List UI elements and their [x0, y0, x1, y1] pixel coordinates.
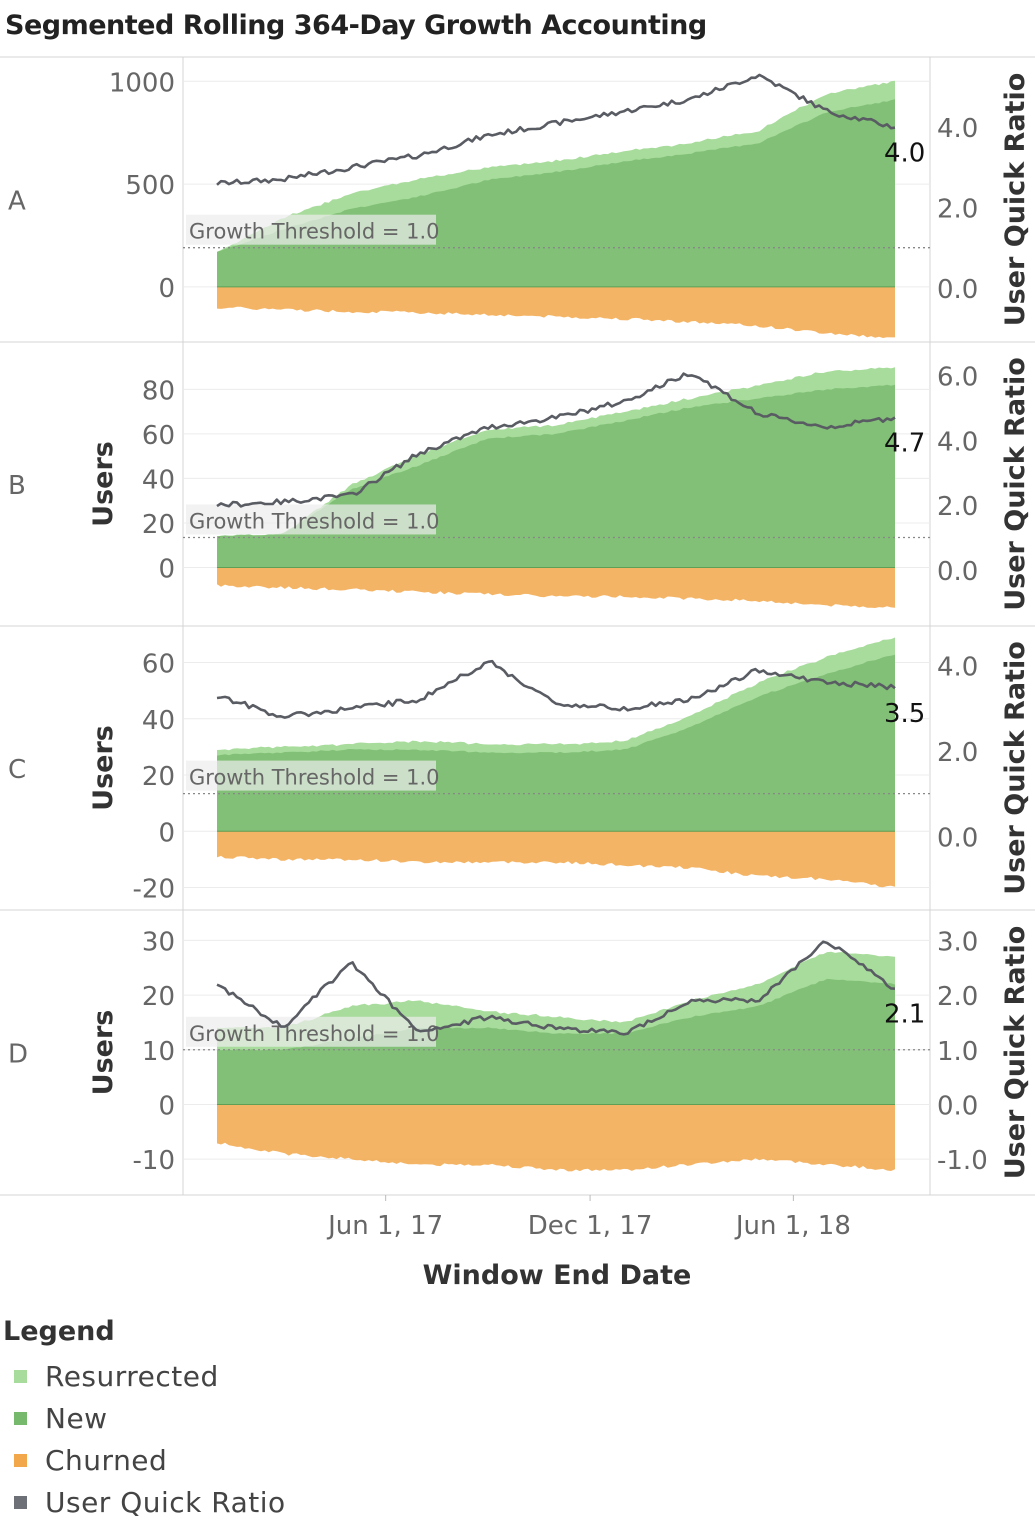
- legend-label: Resurrected: [45, 1359, 219, 1393]
- x-tick-label: Jun 1, 18: [734, 1211, 851, 1241]
- legend-items: Resurrected New Churned User Quick Ratio: [3, 1355, 286, 1523]
- quick-ratio-line: [216, 73, 896, 186]
- y2-tick-label: 4.0: [937, 653, 978, 683]
- y2-tick-label: 0.0: [937, 557, 978, 587]
- y2-axis-label: User Quick Ratio: [1000, 641, 1031, 895]
- legend-label: Churned: [45, 1443, 168, 1477]
- growth-threshold-label: Growth Threshold = 1.0: [189, 766, 440, 790]
- legend-item-resurrected: Resurrected: [3, 1355, 286, 1397]
- quick-ratio-line: [216, 659, 896, 719]
- legend-label: User Quick Ratio: [45, 1485, 286, 1519]
- segment-label: D: [8, 1040, 28, 1070]
- y-tick-label: 30: [142, 927, 175, 957]
- segment-label: A: [8, 187, 26, 217]
- final-ratio-label: 3.5: [884, 699, 925, 729]
- y-axis-label: Users: [88, 1010, 119, 1096]
- y-tick-label: 0: [158, 274, 175, 304]
- y-tick-label: 500: [125, 171, 175, 201]
- growth-threshold-label: Growth Threshold = 1.0: [189, 509, 440, 533]
- y-tick-label: 0: [158, 818, 175, 848]
- final-ratio-label: 4.7: [884, 429, 925, 459]
- segment-label: C: [8, 755, 26, 785]
- new-area: [217, 384, 895, 568]
- legend-swatch: [14, 1411, 27, 1425]
- quick-ratio-line: [216, 372, 896, 508]
- panel-B: B Users User Quick Ratio 80 60 40 20 0 6.0 4.0 2.0…: [0, 357, 1035, 627]
- y2-tick-label: 2.0: [937, 982, 978, 1012]
- y2-tick-label: 0.0: [937, 275, 978, 305]
- y2-tick-label: 4.0: [937, 114, 978, 144]
- y2-tick-label: 0.0: [937, 1091, 978, 1121]
- y2-tick-label: 6.0: [937, 362, 978, 392]
- y2-axis-label: User Quick Ratio: [1000, 73, 1031, 327]
- y2-axis-label: User Quick Ratio: [1000, 357, 1031, 611]
- y-tick-label: 1000: [109, 68, 175, 98]
- y-axis-label: Users: [88, 441, 119, 527]
- legend-swatch: [14, 1453, 27, 1467]
- y-tick-label: 0: [158, 1091, 175, 1121]
- threshold-label-bg: [186, 1016, 436, 1047]
- panel-D: D Users User Quick Ratio 30 20 10 0 -10 3.0 2.0 1.…: [0, 926, 1035, 1196]
- y-tick-label: 40: [142, 706, 175, 736]
- threshold-label-bg: [186, 214, 436, 245]
- y-tick-label: 40: [142, 465, 175, 495]
- legend-item-new: New: [3, 1397, 286, 1439]
- new-area: [217, 99, 895, 287]
- growth-accounting-chart: A User Quick Ratio100050004.02.00.0Growth…: [0, 56, 1035, 1291]
- y2-tick-label: 0.0: [937, 823, 978, 853]
- legend: Legend Resurrected New Churned User Quick R…: [3, 1316, 286, 1523]
- churned-area: [217, 286, 895, 338]
- panel-C: C Users User Quick Ratio 60 40 20 0 -20 4.0 2.0 0.…: [0, 637, 1035, 911]
- y2-tick-label: 2.0: [937, 195, 978, 225]
- chart-title: Segmented Rolling 364-Day Growth Account…: [5, 10, 707, 41]
- y2-tick-label: 4.0: [937, 427, 978, 457]
- y-axis-label: Users: [88, 725, 119, 811]
- legend-title: Legend: [3, 1316, 115, 1347]
- churned-area: [217, 831, 895, 888]
- y-tick-label: -20: [133, 875, 175, 905]
- y-tick-label: -10: [133, 1146, 175, 1176]
- y2-tick-label: 2.0: [937, 492, 978, 522]
- y-tick-label: 20: [142, 510, 175, 540]
- legend-label: New: [45, 1401, 108, 1435]
- y-tick-label: 80: [142, 376, 175, 406]
- panel-A: A User Quick Ratio 1000 500 0 4.0 2.0 0.0 Growth…: [0, 68, 1035, 343]
- segment-label: B: [8, 471, 26, 501]
- y-tick-label: 60: [142, 421, 175, 451]
- x-axis-label: Window End Date: [423, 1260, 692, 1291]
- y-tick-label: 60: [142, 650, 175, 680]
- quick-ratio-line: [216, 940, 896, 1036]
- y-tick-label: 20: [142, 982, 175, 1012]
- final-ratio-label: 2.1: [884, 1000, 925, 1030]
- x-tick-label: Dec 1, 17: [528, 1211, 653, 1241]
- growth-threshold-label: Growth Threshold = 1.0: [189, 1022, 440, 1046]
- y2-tick-label: 2.0: [937, 738, 978, 768]
- legend-swatch: [14, 1369, 27, 1383]
- churned-area: [217, 567, 895, 608]
- y2-tick-label: -1.0: [937, 1146, 988, 1176]
- growth-threshold-label: Growth Threshold = 1.0: [189, 220, 440, 244]
- y-tick-label: 20: [142, 762, 175, 792]
- x-tick-label: Jun 1, 17: [326, 1211, 443, 1241]
- legend-item-churned: Churned: [3, 1439, 286, 1481]
- y-tick-label: 0: [158, 554, 175, 584]
- final-ratio-label: 4.0: [884, 139, 925, 169]
- y2-tick-label: 3.0: [937, 927, 978, 957]
- churned-area: [217, 1104, 895, 1172]
- legend-item-user-quick-ratio: User Quick Ratio: [3, 1481, 286, 1523]
- y-tick-label: 10: [142, 1037, 175, 1067]
- threshold-label-bg: [186, 504, 436, 535]
- new-area: [217, 978, 895, 1105]
- legend-swatch: [14, 1495, 27, 1509]
- y2-axis-label: User Quick Ratio: [1000, 926, 1031, 1180]
- threshold-label-bg: [186, 760, 436, 791]
- y2-tick-label: 1.0: [937, 1037, 978, 1067]
